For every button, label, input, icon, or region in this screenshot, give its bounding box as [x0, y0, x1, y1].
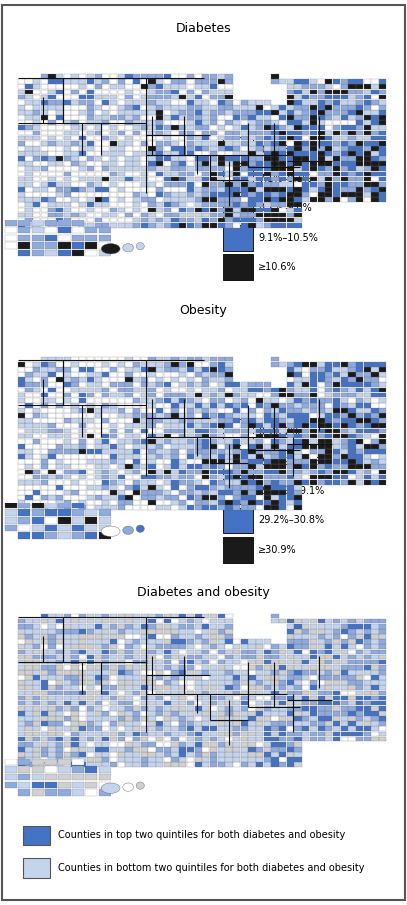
Text: 8.2%–9.0%: 8.2%–9.0% [258, 204, 312, 214]
Text: Counties in bottom two quintiles for both diabetes and obesity: Counties in bottom two quintiles for bot… [58, 863, 365, 873]
Text: 9.1%–10.5%: 9.1%–10.5% [258, 233, 318, 243]
Bar [223, 449, 252, 474]
Text: 29.2%–30.8%: 29.2%–30.8% [258, 516, 324, 526]
Bar [223, 537, 252, 563]
Text: Obesity: Obesity [179, 304, 228, 318]
Bar [223, 167, 252, 192]
Bar [223, 508, 252, 533]
Text: ≥10.6%: ≥10.6% [258, 262, 297, 272]
Bar [223, 254, 252, 281]
Bar [23, 858, 50, 878]
Text: ≥30.9%: ≥30.9% [258, 545, 297, 555]
Bar [23, 825, 50, 845]
Bar [223, 137, 252, 163]
Bar [223, 195, 252, 222]
Text: Counties in top two quintiles for both diabetes and obesity: Counties in top two quintiles for both d… [58, 830, 346, 840]
Text: 0–7.0%: 0–7.0% [258, 145, 294, 155]
Bar [223, 225, 252, 251]
Text: 27.8%–29.1%: 27.8%–29.1% [258, 486, 325, 496]
Bar [223, 478, 252, 504]
Text: 0–26.2%: 0–26.2% [258, 427, 300, 437]
Bar [223, 419, 252, 445]
Text: 7.1%–8.1%: 7.1%–8.1% [258, 174, 312, 184]
Text: Diabetes and obesity: Diabetes and obesity [137, 586, 270, 599]
Text: 26.3%–27.7%: 26.3%–27.7% [258, 457, 325, 467]
Text: Diabetes: Diabetes [176, 22, 231, 34]
